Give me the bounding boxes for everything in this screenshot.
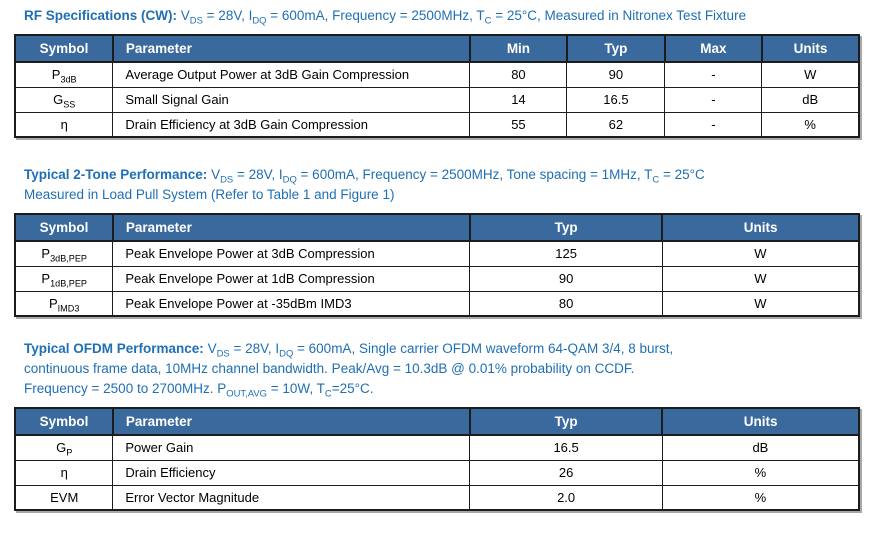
parameter-cell: Error Vector Magnitude (112, 484, 471, 511)
table-row: P3dB Average Output Power at 3dB Gain Com… (14, 61, 860, 88)
value-cell: 26 (469, 459, 663, 486)
value-cell: dB (761, 86, 860, 113)
column-header-units: Units (661, 213, 860, 242)
section-title: RF Specifications (CW): (24, 8, 178, 23)
column-header-symbol: Symbol (14, 213, 114, 242)
column-header-parameter: Parameter (111, 34, 471, 63)
value-cell: W (661, 290, 860, 317)
column-header-units: Units (661, 407, 860, 436)
section-rf-specifications-cw: RF Specifications (CW): VDS = 28V, IDQ =… (14, 6, 861, 138)
section-heading: Typical OFDM Performance: VDS = 28V, IDQ… (14, 339, 860, 399)
column-header-symbol: Symbol (14, 34, 114, 63)
table-row: η Drain Efficiency 26% (14, 459, 860, 486)
value-cell: dB (661, 434, 860, 461)
table-header-row: Symbol Parameter Typ Units (14, 407, 860, 436)
value-cell: 125 (469, 240, 663, 267)
table-row: PIMD3 Peak Envelope Power at -35dBm IMD3 8… (14, 290, 860, 317)
value-cell: % (661, 459, 860, 486)
symbol-cell: P3dB,PEP (14, 240, 114, 267)
column-header-min: Min (468, 34, 568, 63)
parameter-cell: Small Signal Gain (112, 86, 471, 113)
rf-specifications-table: Symbol Parameter Min Typ Max Units P3dB Average… (14, 34, 861, 138)
value-cell: 90 (469, 265, 663, 292)
value-cell: 16.5 (469, 434, 663, 461)
symbol-cell: η (14, 111, 114, 138)
section-typical-2-tone-performance: Typical 2-Tone Performance: VDS = 28V, I… (14, 165, 860, 317)
table-header-row: Symbol Parameter Min Typ Max Units (14, 34, 861, 63)
parameter-cell: Average Output Power at 3dB Gain Compres… (112, 61, 471, 88)
parameter-cell: Power Gain (112, 434, 471, 461)
value-cell: 2.0 (469, 484, 663, 511)
ofdm-performance-table: Symbol Parameter Typ Units GP Power Gain 16.5 d… (14, 407, 860, 511)
value-cell: W (761, 61, 860, 88)
symbol-cell: P1dB,PEP (14, 265, 114, 292)
value-cell: W (661, 265, 860, 292)
section-typical-ofdm-performance: Typical OFDM Performance: VDS = 28V, IDQ… (14, 339, 860, 511)
value-cell: - (664, 86, 763, 113)
column-header-max: Max (663, 34, 763, 63)
symbol-cell: P3dB (14, 61, 114, 88)
table-row: P1dB,PEP Peak Envelope Power at 1dB Compr… (14, 265, 860, 292)
symbol-cell: GP (14, 434, 114, 461)
symbol-cell: EVM (14, 484, 114, 511)
section-conditions: VDS = 28V, IDQ = 600mA, Frequency = 2500… (24, 167, 705, 202)
section-title: Typical OFDM Performance: (24, 341, 204, 356)
symbol-cell: GSS (14, 86, 114, 113)
column-header-symbol: Symbol (14, 407, 114, 436)
symbol-cell: PIMD3 (14, 290, 114, 317)
value-cell: 62 (566, 111, 666, 138)
value-cell: W (661, 240, 860, 267)
value-cell: 80 (469, 290, 663, 317)
two-tone-performance-table: Symbol Parameter Typ Units P3dB,PEP Peak Enve… (14, 213, 860, 317)
value-cell: % (661, 484, 860, 511)
table-row: GP Power Gain 16.5 dB (14, 434, 860, 461)
table-row: GSS Small Signal Gain 14 16.5- dB (14, 86, 860, 113)
section-title: Typical 2-Tone Performance: (24, 167, 208, 182)
column-header-units: Units (760, 34, 861, 63)
column-header-typ: Typ (468, 213, 664, 242)
table-row: P3dB,PEP Peak Envelope Power at 3dB Compr… (14, 240, 860, 267)
section-heading: Typical 2-Tone Performance: VDS = 28V, I… (14, 165, 860, 205)
value-cell: 80 (469, 61, 568, 88)
parameter-cell: Drain Efficiency at 3dB Gain Compression (112, 111, 471, 138)
column-header-typ: Typ (468, 407, 664, 436)
value-cell: - (664, 61, 763, 88)
value-cell: - (664, 111, 763, 138)
parameter-cell: Peak Envelope Power at 3dB Compression (112, 240, 471, 267)
column-header-parameter: Parameter (111, 213, 471, 242)
section-heading: RF Specifications (CW): VDS = 28V, IDQ =… (14, 6, 860, 26)
column-header-typ: Typ (565, 34, 666, 63)
section-conditions: VDS = 28V, IDQ = 600mA, Single carrier O… (24, 341, 674, 400)
parameter-cell: Peak Envelope Power at 1dB Compression (112, 265, 471, 292)
table-row: EVM Error Vector Magnitude 2.0% (14, 484, 860, 511)
value-cell: % (761, 111, 860, 138)
value-cell: 55 (469, 111, 568, 138)
parameter-cell: Drain Efficiency (112, 459, 471, 486)
value-cell: 90 (566, 61, 666, 88)
table-header-row: Symbol Parameter Typ Units (14, 213, 860, 242)
value-cell: 16.5 (566, 86, 666, 113)
symbol-cell: η (14, 459, 114, 486)
value-cell: 14 (469, 86, 568, 113)
table-row: η Drain Efficiency at 3dB Gain Compressio… (14, 111, 860, 138)
section-conditions: VDS = 28V, IDQ = 600mA, Frequency = 2500… (180, 8, 747, 27)
parameter-cell: Peak Envelope Power at -35dBm IMD3 (112, 290, 471, 317)
column-header-parameter: Parameter (111, 407, 471, 436)
